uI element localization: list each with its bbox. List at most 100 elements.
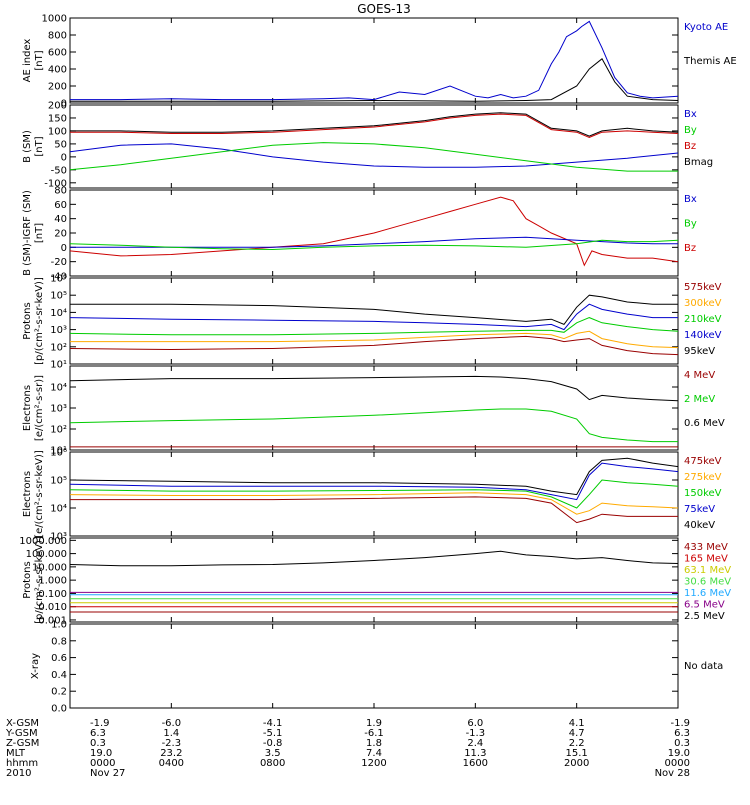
plot-title: GOES-13 bbox=[357, 2, 411, 16]
orbit-row-value: 1200 bbox=[361, 758, 386, 769]
y-tick-label: 10.000 bbox=[32, 562, 67, 573]
legend-entry: 165 MeV bbox=[684, 554, 728, 565]
y-tick-label: 600 bbox=[48, 48, 67, 59]
orbit-row-value: 7.4 bbox=[366, 748, 382, 759]
panel-electrons_kev: 10³ 10⁴ 10⁵ 10⁶ Electrons [e/(cm²-s-sr-keV)] 4… bbox=[22, 448, 722, 543]
series-575kev bbox=[69, 335, 679, 356]
series-0-6-mev bbox=[69, 375, 679, 402]
y-tick-label: 200 bbox=[48, 82, 67, 93]
orbit-row-value: Nov 28 bbox=[655, 768, 690, 779]
orbit-row-label: hhmm bbox=[6, 758, 38, 769]
legend-entry: Kyoto AE bbox=[684, 22, 728, 33]
y-tick-label: 40 bbox=[54, 214, 67, 225]
series-150kev bbox=[69, 479, 679, 509]
orbit-row-value: 23.2 bbox=[160, 748, 182, 759]
y-axis-label: [nT] bbox=[34, 223, 45, 243]
y-tick-label: 0.001 bbox=[38, 615, 67, 626]
legend-entry: 150keV bbox=[684, 488, 722, 499]
series-by bbox=[69, 239, 679, 251]
legend-entry: 575keV bbox=[684, 282, 722, 293]
series-95kev bbox=[70, 294, 678, 326]
y-tick-label: 800 bbox=[48, 31, 67, 42]
legend-entry: 6.5 MeV bbox=[684, 600, 725, 611]
y-tick-label: 60 bbox=[54, 200, 67, 211]
orbit-row-value: 0000 bbox=[665, 758, 690, 769]
y-tick-label: -50 bbox=[51, 165, 67, 176]
orbit-row-value: -1.3 bbox=[466, 728, 486, 739]
y-axis-label: Protons bbox=[22, 302, 33, 339]
y-tick-label: 10³ bbox=[50, 325, 67, 336]
orbit-row-value: 6.3 bbox=[90, 728, 106, 739]
legend-entry: 2.5 MeV bbox=[684, 611, 725, 622]
panel-electrons_mev: 10¹ 10² 10³ 10⁴ Electrons [e/(cm²-s-sr)] 4 MeV… bbox=[22, 365, 725, 457]
orbit-row-value: Nov 27 bbox=[90, 768, 125, 779]
series-40kev bbox=[69, 457, 679, 496]
legend-entry: By bbox=[684, 219, 697, 230]
panel-bigrf: -40 -20 0 20 40 60 80 B (SM)-IGRF (SM) [nT] Bx By B… bbox=[22, 186, 697, 283]
legend-entry: Bz bbox=[684, 243, 696, 254]
legend-entry: Bx bbox=[684, 109, 697, 120]
y-tick-label: 10⁵ bbox=[50, 476, 67, 487]
y-tick-label: 1000 bbox=[42, 14, 67, 25]
legend-entry: 30.6 MeV bbox=[684, 577, 731, 588]
legend-entry: 40keV bbox=[684, 520, 715, 531]
y-tick-label: 10⁴ bbox=[50, 504, 67, 515]
orbit-row-value: 0400 bbox=[159, 758, 184, 769]
panel-frame bbox=[69, 451, 679, 537]
legend-entry: 4 MeV bbox=[684, 370, 715, 381]
series-by bbox=[69, 142, 678, 172]
y-axis-label: [nT] bbox=[34, 50, 45, 70]
series-2-5-mev bbox=[69, 550, 679, 567]
y-axis-label: [nT] bbox=[34, 136, 45, 156]
y-tick-label: 1.0 bbox=[51, 620, 67, 631]
y-tick-label: 150 bbox=[48, 113, 67, 124]
orbit-row-value: 15.1 bbox=[566, 748, 588, 759]
orbit-row-value: 1.8 bbox=[366, 738, 382, 749]
orbit-row-value: 11.3 bbox=[464, 748, 486, 759]
series-2-mev bbox=[69, 408, 678, 443]
y-axis-label: [e/(cm²-s-sr-keV)] bbox=[34, 450, 45, 538]
legend-entry: 63.1 MeV bbox=[684, 565, 731, 576]
legend-entry: 0.6 MeV bbox=[684, 418, 725, 429]
legend-entry: 210keV bbox=[684, 314, 722, 325]
y-tick-label: 10⁴ bbox=[50, 308, 67, 319]
orbit-row-value: 3.5 bbox=[265, 748, 281, 759]
series-bz bbox=[69, 196, 679, 267]
legend-entry: 11.6 MeV bbox=[684, 588, 731, 599]
y-tick-label: 20 bbox=[54, 229, 67, 240]
y-tick-label: 200 bbox=[48, 101, 67, 112]
y-tick-label: 100 bbox=[48, 126, 67, 137]
series-kyoto-ae bbox=[70, 20, 679, 101]
y-tick-label: -20 bbox=[51, 257, 67, 268]
panel-protons: 10¹ 10² 10³ 10⁴ 10⁵ 10⁶ Protons [p/(cm²-s-sr-ke… bbox=[22, 274, 722, 371]
legend-entry: Themis AE bbox=[683, 56, 737, 67]
y-tick-label: 0.6 bbox=[51, 653, 67, 664]
y-axis-label: B (SM) bbox=[22, 130, 33, 163]
orbit-row-value: 19.0 bbox=[668, 748, 690, 759]
orbit-row-label: 2010 bbox=[6, 768, 31, 779]
orbit-row-label: Y-GSM bbox=[5, 728, 38, 739]
legend-entry: By bbox=[684, 125, 697, 136]
legend-entry: 140keV bbox=[684, 330, 722, 341]
y-tick-label: 80 bbox=[54, 186, 67, 197]
y-tick-label: 10¹ bbox=[50, 360, 67, 371]
orbit-row-value: 2.2 bbox=[569, 738, 585, 749]
series-bz bbox=[70, 113, 679, 138]
series-bx bbox=[69, 143, 679, 168]
orbit-row-value: 2.4 bbox=[467, 738, 483, 749]
legend-entry: 475keV bbox=[684, 456, 722, 467]
legend-entry: Bx bbox=[684, 194, 697, 205]
orbit-row-value: 6.3 bbox=[674, 728, 690, 739]
y-tick-label: 10² bbox=[50, 342, 67, 353]
y-tick-label: 10¹ bbox=[50, 446, 67, 457]
series-300kev bbox=[70, 330, 679, 349]
orbit-row-value: 19.0 bbox=[90, 748, 112, 759]
orbit-row-value: -1.9 bbox=[670, 718, 690, 729]
y-tick-label: 10⁵ bbox=[50, 291, 67, 302]
orbit-row-value: 1600 bbox=[463, 758, 488, 769]
y-tick-label: 0 bbox=[61, 243, 67, 254]
orbit-row-label: Z-GSM bbox=[6, 738, 39, 749]
orbit-row-value: -1.9 bbox=[90, 718, 110, 729]
